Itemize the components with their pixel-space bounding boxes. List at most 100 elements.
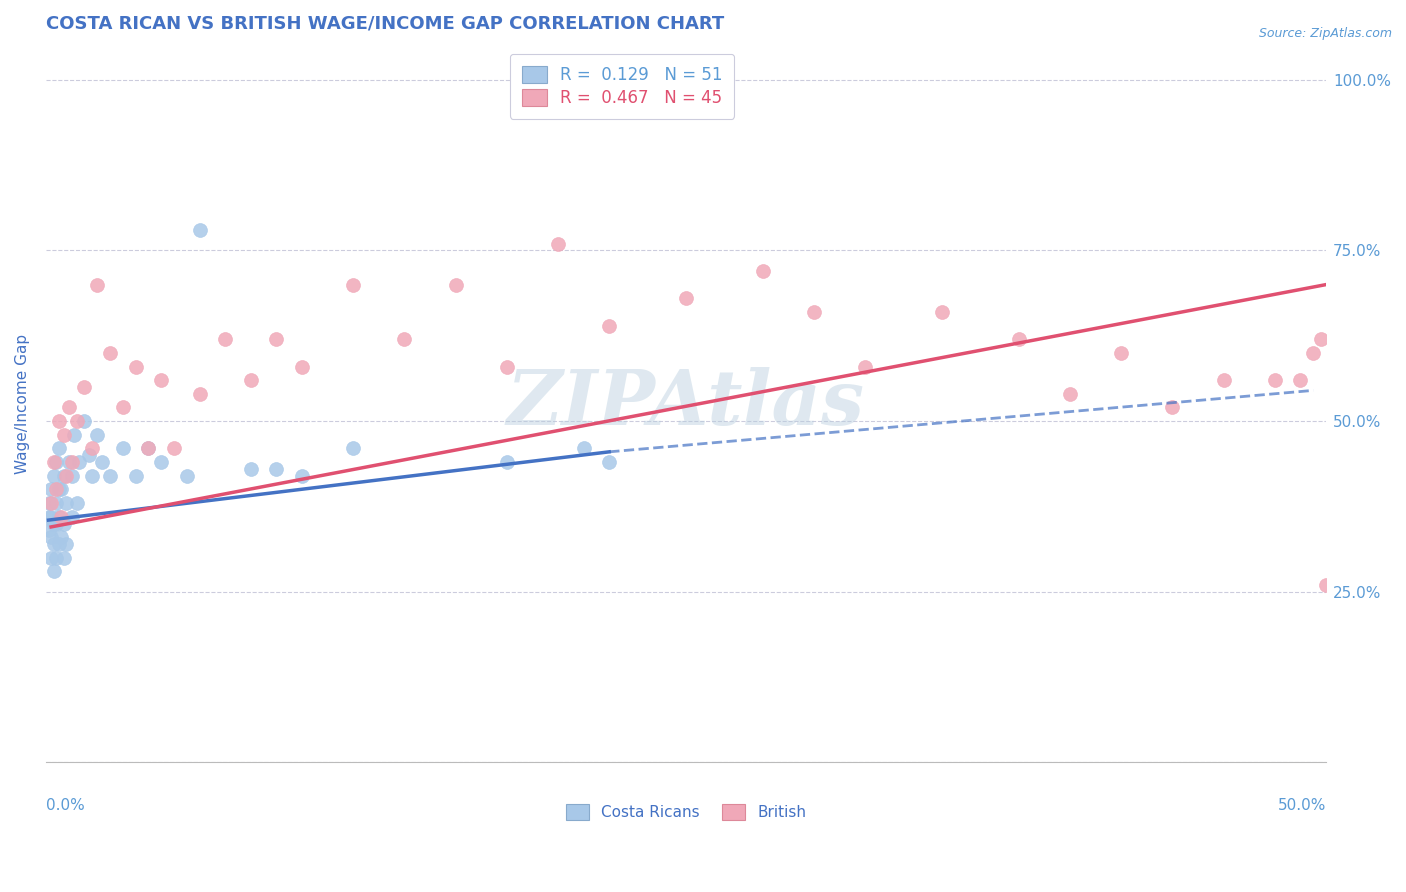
Point (111, 442, 134, 456)
Point (547, 236, 569, 251)
Point (124, 468, 146, 483)
Point (45, 516, 67, 531)
Point (48, 537, 70, 551)
Point (291, 468, 314, 483)
Point (1212, 373, 1234, 387)
Text: COSTA RICAN VS BRITISH WAGE/INCOME GAP CORRELATION CHART: COSTA RICAN VS BRITISH WAGE/INCOME GAP C… (46, 15, 724, 33)
Point (98, 468, 121, 483)
Point (48, 414, 70, 428)
Text: 0.0%: 0.0% (46, 798, 84, 814)
Point (52, 516, 75, 531)
Point (45, 483, 67, 497)
Point (1302, 346, 1324, 360)
Y-axis label: Wage/Income Gap: Wage/Income Gap (15, 334, 30, 475)
Point (495, 455, 517, 469)
Point (51, 509, 73, 524)
Point (52, 427, 75, 442)
Point (58, 455, 80, 469)
Point (45, 550, 67, 565)
Point (124, 359, 146, 374)
Point (55, 496, 77, 510)
Point (163, 442, 186, 456)
Point (239, 462, 262, 476)
Point (42, 455, 65, 469)
Point (266, 332, 288, 346)
Point (42, 564, 65, 578)
Point (38, 509, 60, 524)
Point (931, 305, 953, 319)
Point (86, 427, 108, 442)
Point (45, 496, 67, 510)
Point (38, 524, 60, 538)
Point (60, 468, 83, 483)
Point (39, 509, 62, 524)
Point (1008, 332, 1031, 346)
Point (150, 455, 173, 469)
Point (803, 305, 825, 319)
Point (79, 448, 101, 462)
Point (39, 496, 62, 510)
Point (42, 516, 65, 531)
Point (176, 468, 198, 483)
Point (1309, 332, 1331, 346)
Point (55, 537, 77, 551)
Point (572, 442, 595, 456)
Legend: Costa Ricans, British: Costa Ricans, British (560, 798, 813, 827)
Point (39, 550, 62, 565)
Point (86, 277, 108, 292)
Point (1264, 373, 1286, 387)
Point (111, 401, 134, 415)
Point (1109, 346, 1132, 360)
Point (1161, 401, 1184, 415)
Point (60, 509, 83, 524)
Point (188, 386, 211, 401)
Text: ZIPAtlas: ZIPAtlas (508, 367, 865, 441)
Point (63, 427, 86, 442)
Point (80, 442, 103, 456)
Point (45, 455, 67, 469)
Point (80, 468, 103, 483)
Text: 50.0%: 50.0% (1278, 798, 1326, 814)
Point (66, 414, 89, 428)
Point (67, 455, 90, 469)
Point (150, 373, 173, 387)
Point (1315, 578, 1337, 592)
Point (239, 373, 262, 387)
Point (38, 496, 60, 510)
Point (598, 318, 620, 333)
Point (91, 455, 114, 469)
Point (752, 264, 775, 278)
Point (55, 468, 77, 483)
Point (73, 414, 96, 428)
Point (188, 223, 211, 237)
Point (39, 530, 62, 544)
Point (48, 483, 70, 497)
Point (342, 442, 364, 456)
Point (42, 468, 65, 483)
Point (291, 359, 314, 374)
Point (1059, 386, 1081, 401)
Point (394, 332, 416, 346)
Point (60, 455, 83, 469)
Point (675, 291, 697, 305)
Point (51, 530, 73, 544)
Point (48, 442, 70, 456)
Point (39, 483, 62, 497)
Point (342, 277, 364, 292)
Point (598, 455, 620, 469)
Point (266, 462, 288, 476)
Point (51, 483, 73, 497)
Point (138, 442, 160, 456)
Point (98, 346, 121, 360)
Point (58, 401, 80, 415)
Point (138, 442, 160, 456)
Point (495, 359, 517, 374)
Point (48, 509, 70, 524)
Point (52, 468, 75, 483)
Point (66, 496, 89, 510)
Point (52, 550, 75, 565)
Text: Source: ZipAtlas.com: Source: ZipAtlas.com (1258, 27, 1392, 40)
Point (853, 359, 876, 374)
Point (214, 332, 236, 346)
Point (73, 380, 96, 394)
